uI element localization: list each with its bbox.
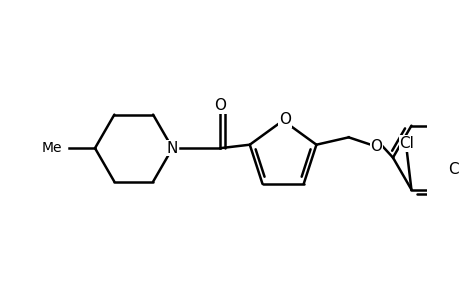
Text: Cl: Cl: [447, 162, 459, 177]
Text: Me: Me: [41, 141, 62, 155]
Text: N: N: [167, 141, 178, 156]
Text: Cl: Cl: [398, 136, 414, 151]
Text: O: O: [214, 98, 226, 113]
Text: O: O: [369, 139, 381, 154]
Text: O: O: [278, 112, 290, 127]
